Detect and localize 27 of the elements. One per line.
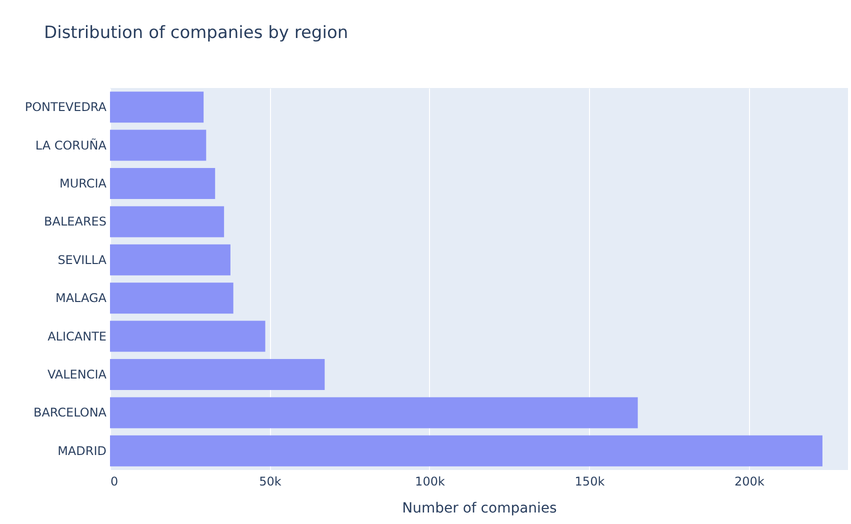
bar: [110, 168, 216, 199]
x-tick-label: 200k: [734, 474, 764, 488]
y-tick-label: SEVILLA: [58, 252, 108, 267]
bar: [110, 282, 234, 314]
y-tick-label: ALICANTE: [48, 329, 106, 344]
bar: [110, 435, 822, 466]
y-tick-label: MALAGA: [55, 291, 108, 306]
bar: [110, 320, 266, 352]
bar: [110, 397, 638, 428]
x-tick-label: 150k: [574, 474, 605, 488]
bar: [110, 92, 204, 123]
bar: [110, 206, 224, 238]
x-tick-label: 100k: [415, 474, 445, 488]
x-tick-label: 0: [110, 474, 118, 488]
bar: [110, 130, 206, 161]
y-tick-label: BALEARES: [44, 214, 106, 229]
bar: [110, 244, 230, 276]
y-tick-label: BARCELONA: [33, 406, 108, 420]
y-tick-label: VALENCIA: [47, 368, 108, 382]
bar: [110, 359, 325, 390]
y-tick-label: PONTEVEDRA: [24, 100, 108, 114]
chart-title: Distribution of companies by region: [44, 23, 348, 43]
y-tick-label: LA CORUÑA: [35, 137, 108, 152]
y-tick-label: MADRID: [58, 444, 106, 458]
x-tick-label: 50k: [259, 474, 282, 488]
x-axis-title: Number of companies: [402, 500, 557, 516]
y-tick-label: MURCIA: [59, 176, 108, 190]
